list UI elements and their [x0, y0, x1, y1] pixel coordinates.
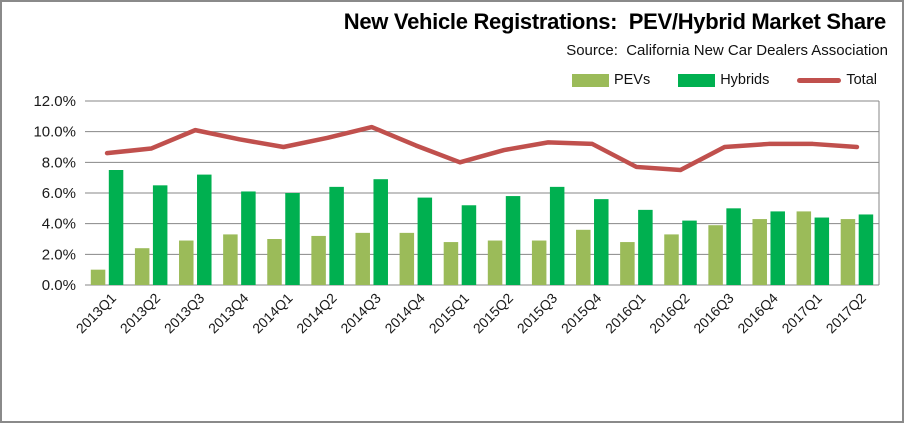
bar-hybrids-2014Q2: [329, 186, 344, 285]
legend-item-total: Total: [797, 72, 877, 88]
x-axis-label-2017Q1: 2017Q1: [778, 290, 825, 337]
y-axis-label-2.0%: 2.0%: [42, 246, 76, 263]
x-axis-label-2015Q1: 2015Q1: [426, 290, 473, 337]
bar-hybrids-2016Q3: [726, 208, 741, 285]
bar-hybrids-2015Q2: [505, 196, 521, 285]
bar-pevs-2014Q1: [267, 239, 282, 285]
legend-label-pevs: PEVs: [613, 72, 651, 88]
legend-swatch-hybrids: [678, 73, 716, 87]
y-axis-label-10.0%: 10.0%: [33, 124, 76, 141]
legend-label-hybrids: Hybrids: [720, 72, 770, 88]
x-axis-label-2015Q3: 2015Q3: [514, 290, 561, 337]
chart-title: New Vehicle Registrations: PEV/Hybrid Ma…: [343, 9, 887, 34]
bar-pevs-2016Q2: [664, 234, 679, 285]
bar-hybrids-2014Q4: [417, 197, 433, 285]
x-axis-label-2013Q3: 2013Q3: [161, 290, 208, 337]
x-axis-label-2013Q2: 2013Q2: [117, 290, 164, 337]
y-axis-label-0.0%: 0.0%: [42, 277, 76, 294]
bar-hybrids-2014Q1: [285, 193, 300, 285]
bar-pevs-2016Q1: [620, 242, 635, 285]
x-axis-label-2016Q4: 2016Q4: [734, 290, 781, 337]
bar-hybrids-2016Q1: [638, 209, 653, 285]
x-axis-label-2015Q2: 2015Q2: [470, 290, 517, 337]
bar-hybrids-2017Q1: [814, 217, 830, 285]
x-axis-label-2014Q2: 2014Q2: [293, 290, 340, 337]
legend-label-total: Total: [846, 72, 877, 88]
x-axis-label-2015Q4: 2015Q4: [558, 290, 605, 337]
bar-hybrids-2013Q2: [152, 185, 168, 285]
y-axis-label-8.0%: 8.0%: [42, 154, 76, 171]
bar-pevs-2013Q4: [223, 234, 238, 285]
legend-item-pevs: PEVs: [571, 72, 651, 88]
x-axis-label-2016Q2: 2016Q2: [646, 290, 693, 337]
x-axis-label-2016Q1: 2016Q1: [602, 290, 649, 337]
bar-pevs-2015Q1: [443, 242, 459, 285]
bar-pevs-2016Q3: [708, 225, 723, 285]
bar-pevs-2014Q2: [311, 235, 326, 285]
bar-pevs-2017Q1: [796, 211, 812, 285]
bar-hybrids-2015Q1: [461, 205, 477, 285]
y-axis-label-12.0%: 12.0%: [33, 93, 76, 110]
bar-hybrids-2013Q3: [197, 174, 212, 285]
line-total: [104, 124, 860, 173]
chart-source-caption: Source: California New Car Dealers Assoc…: [566, 42, 888, 59]
bar-pevs-2015Q4: [576, 229, 591, 285]
bar-pevs-2015Q3: [531, 240, 547, 285]
bar-hybrids-2016Q2: [682, 220, 697, 285]
bar-hybrids-2016Q4: [770, 211, 785, 285]
bar-hybrids-2017Q2: [858, 214, 874, 285]
bar-hybrids-2013Q1: [108, 170, 124, 285]
x-axis-label-2014Q4: 2014Q4: [381, 290, 428, 337]
x-axis-label-2014Q3: 2014Q3: [337, 290, 384, 337]
x-axis-label-2014Q1: 2014Q1: [249, 290, 296, 337]
x-axis-label-2013Q4: 2013Q4: [205, 290, 252, 337]
bar-pevs-2013Q2: [134, 248, 150, 285]
bar-pevs-2017Q2: [840, 219, 856, 285]
x-axis-label-2017Q2: 2017Q2: [823, 290, 870, 337]
bar-pevs-2013Q1: [90, 269, 106, 285]
legend-swatch-total: [797, 77, 842, 83]
bar-pevs-2016Q4: [752, 219, 767, 285]
bar-hybrids-2015Q4: [594, 199, 609, 285]
y-axis-label-6.0%: 6.0%: [42, 185, 76, 202]
bar-hybrids-2013Q4: [241, 191, 256, 285]
bar-pevs-2014Q3: [355, 232, 370, 285]
x-axis-label-2013Q1: 2013Q1: [73, 290, 120, 337]
bar-pevs-2013Q3: [179, 240, 194, 285]
y-axis-label-4.0%: 4.0%: [42, 216, 76, 233]
x-axis-label-2016Q3: 2016Q3: [690, 290, 737, 337]
bar-pevs-2015Q2: [487, 240, 503, 285]
chart-legend: PEVs Hybrids Total: [571, 72, 877, 88]
bar-hybrids-2015Q3: [549, 186, 565, 285]
bar-pevs-2014Q4: [399, 232, 415, 285]
bar-hybrids-2014Q3: [373, 179, 388, 285]
legend-item-hybrids: Hybrids: [678, 72, 769, 88]
legend-swatch-pevs: [571, 73, 609, 87]
